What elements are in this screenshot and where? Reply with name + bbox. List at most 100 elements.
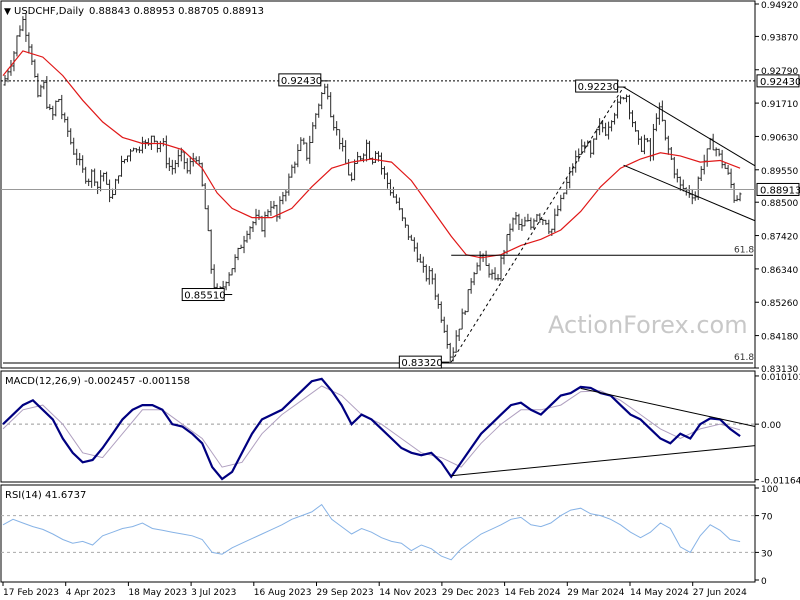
price-bar bbox=[403, 217, 407, 228]
price-bar bbox=[720, 149, 724, 169]
price-bar bbox=[296, 144, 300, 168]
price-bar bbox=[54, 100, 58, 117]
symbol-dropdown-icon[interactable]: ▼ bbox=[4, 7, 11, 17]
price-bar bbox=[87, 178, 91, 187]
price-bar bbox=[263, 211, 267, 238]
price-bar bbox=[562, 192, 566, 200]
channel-line bbox=[623, 86, 756, 167]
price-bar bbox=[353, 159, 357, 181]
price-bar bbox=[170, 159, 174, 175]
price-bar bbox=[613, 112, 617, 125]
price-bar bbox=[672, 156, 676, 179]
price-bar bbox=[323, 83, 327, 95]
price-bar bbox=[317, 103, 321, 118]
price-bar bbox=[134, 148, 138, 153]
price-bar bbox=[409, 234, 413, 241]
price-bar bbox=[302, 137, 306, 145]
annotation-label: 0.83320 bbox=[401, 358, 442, 369]
macd-main-line bbox=[2, 377, 741, 481]
price-bar bbox=[120, 155, 124, 177]
price-bar bbox=[338, 129, 342, 150]
price-bar bbox=[99, 170, 103, 192]
price-bar bbox=[496, 274, 500, 281]
price-bar bbox=[117, 175, 121, 184]
price-bar bbox=[630, 110, 634, 128]
price-bar bbox=[735, 195, 739, 202]
price-annotation: 0.85510 bbox=[181, 288, 233, 302]
channel-line bbox=[623, 164, 756, 222]
price-bar bbox=[723, 162, 727, 169]
price-bar bbox=[657, 102, 661, 125]
price-bar bbox=[314, 113, 318, 130]
price-bar bbox=[379, 152, 383, 175]
price-bar bbox=[547, 219, 551, 235]
price-bar bbox=[335, 121, 339, 136]
price-bar bbox=[341, 137, 345, 152]
price-bar bbox=[385, 172, 389, 189]
price-bar bbox=[206, 205, 210, 232]
price-bar bbox=[33, 59, 37, 78]
price-bar bbox=[18, 25, 22, 37]
price-bar bbox=[508, 223, 512, 242]
price-bar bbox=[583, 141, 587, 153]
price-tick-label: 0.92790 bbox=[761, 67, 798, 77]
price-bar bbox=[693, 191, 697, 201]
price-bar bbox=[329, 92, 333, 118]
price-bar bbox=[529, 217, 533, 230]
date-tick-label: 4 Apr 2023 bbox=[66, 588, 116, 598]
price-bar bbox=[493, 267, 497, 281]
price-bar bbox=[137, 146, 141, 154]
price-bar bbox=[230, 268, 234, 276]
price-bar bbox=[607, 121, 611, 140]
price-bar bbox=[714, 147, 718, 157]
date-tick-label: 14 Feb 2024 bbox=[505, 588, 561, 598]
price-bar bbox=[84, 166, 88, 184]
price-bar bbox=[128, 148, 132, 162]
price-bar bbox=[368, 140, 372, 160]
price-bar bbox=[469, 278, 473, 294]
date-tick-label: 29 Dec 2023 bbox=[442, 588, 500, 598]
price-bar bbox=[427, 266, 431, 285]
annotation-box bbox=[278, 73, 322, 87]
price-bar bbox=[622, 97, 626, 100]
price-bar bbox=[433, 273, 437, 300]
rsi-line bbox=[2, 503, 741, 561]
price-tick-label: 0.88500 bbox=[761, 199, 798, 209]
price-bar bbox=[565, 177, 569, 195]
price-bar bbox=[625, 94, 629, 103]
price-bar bbox=[535, 213, 539, 222]
price-bar bbox=[203, 182, 207, 210]
price-panel-frame bbox=[0, 0, 756, 369]
price-bar bbox=[266, 209, 270, 218]
rsi-tick-label: 30 bbox=[761, 549, 773, 559]
price-bar bbox=[15, 35, 19, 57]
price-bar bbox=[66, 116, 70, 137]
date-tick-label: 29 Sep 2023 bbox=[317, 588, 374, 598]
price-bar bbox=[272, 200, 276, 210]
price-bar bbox=[660, 100, 664, 122]
moving-average-line bbox=[2, 50, 741, 259]
price-bar bbox=[424, 264, 428, 282]
macd-tick-label: 0.010101 bbox=[761, 373, 800, 383]
price-bar bbox=[176, 149, 180, 168]
price-tick-label: 0.93870 bbox=[761, 33, 798, 43]
price-bar bbox=[75, 148, 79, 166]
price-bar bbox=[63, 112, 67, 123]
price-annotation: 0.92230 bbox=[575, 79, 626, 93]
price-bar bbox=[633, 121, 637, 132]
fib-label: 61.8 bbox=[734, 245, 754, 255]
date-tick-label: 14 Nov 2023 bbox=[379, 588, 437, 598]
price-bar bbox=[430, 268, 434, 285]
price-bar bbox=[475, 262, 479, 275]
date-tick-label: 16 Aug 2023 bbox=[254, 588, 312, 598]
price-bar bbox=[293, 161, 297, 174]
price-bar bbox=[454, 330, 458, 353]
price-bar bbox=[105, 171, 109, 185]
price-bar bbox=[445, 324, 449, 349]
current-price-box bbox=[756, 182, 800, 196]
price-bar bbox=[669, 147, 673, 161]
date-tick-label: 14 May 2024 bbox=[630, 588, 689, 598]
price-bar bbox=[544, 219, 548, 225]
